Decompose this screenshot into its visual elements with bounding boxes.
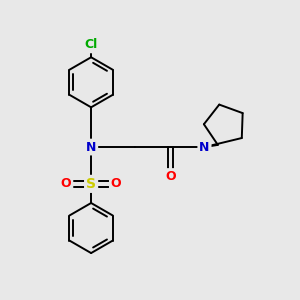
Text: S: S (86, 177, 96, 191)
Text: O: O (165, 170, 176, 183)
Text: Cl: Cl (85, 38, 98, 51)
Text: N: N (86, 141, 96, 154)
Text: N: N (199, 141, 210, 154)
Text: O: O (111, 177, 122, 190)
Text: O: O (61, 177, 71, 190)
